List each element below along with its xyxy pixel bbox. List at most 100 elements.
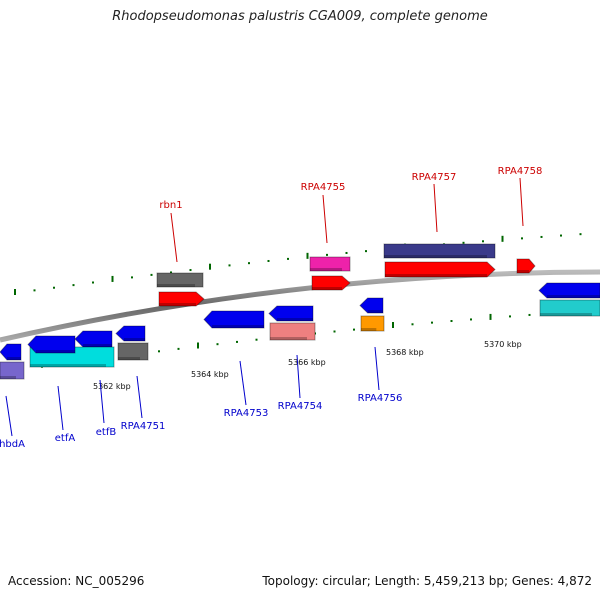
feature-box[interactable]	[360, 315, 385, 332]
feature-shadow	[277, 318, 313, 321]
track-dot-top	[53, 286, 55, 289]
track-dot-top	[365, 250, 367, 253]
genome-backbone	[0, 269, 600, 343]
gene-label-etfa[interactable]: etfA	[55, 433, 76, 444]
feature-shadow	[384, 255, 487, 258]
gene-label-rpa4755[interactable]: RPA4755	[301, 182, 346, 193]
feature-shadow	[385, 274, 487, 277]
feature-arrow-reverse[interactable]	[115, 325, 146, 342]
feature-shadow	[124, 338, 145, 341]
feature-box[interactable]	[269, 322, 316, 341]
track-dot-top	[209, 263, 211, 270]
feature-shadow	[367, 310, 383, 313]
dotted-track-top	[14, 233, 582, 295]
feature-shadow	[312, 287, 342, 290]
feature-arrow-reverse[interactable]	[359, 297, 384, 314]
feature-box[interactable]	[117, 342, 149, 361]
track-dot-top	[131, 276, 133, 279]
track-dot-bottom	[255, 338, 258, 341]
track-dot-top	[111, 275, 114, 282]
track-dot-bottom	[333, 330, 336, 333]
gene-label-rpa4754[interactable]: RPA4754	[278, 401, 323, 412]
feature-arrow-reverse[interactable]	[0, 343, 22, 361]
feature-box[interactable]	[383, 243, 496, 259]
track-dot-top	[248, 262, 250, 265]
feature-box[interactable]	[539, 299, 600, 317]
track-dot-bottom	[470, 318, 472, 321]
feature-shadow	[118, 357, 140, 360]
feature-box[interactable]	[156, 272, 204, 288]
gene-label-rbn1[interactable]: rbn1	[159, 200, 182, 211]
gene-features	[0, 243, 600, 380]
track-dot-bottom	[528, 313, 531, 316]
map-title: Rhodopseudomonas palustris CGA009, compl…	[112, 9, 488, 24]
gene-label-rpa4751[interactable]: RPA4751	[121, 421, 166, 432]
tick-label-5366: 5366 kbp	[288, 358, 326, 367]
gene-label-rpa4756[interactable]: RPA4756	[358, 393, 403, 404]
track-dot-bottom	[353, 328, 355, 331]
track-dot-top	[482, 240, 484, 243]
track-dot-top	[170, 271, 172, 274]
track-dot-top	[462, 241, 465, 244]
feature-shadow	[547, 295, 600, 298]
track-dot-bottom	[450, 320, 453, 323]
feature-shadow	[159, 303, 196, 306]
feature-shadow	[361, 328, 377, 331]
track-dot-top	[189, 269, 192, 272]
track-dot-bottom	[216, 343, 219, 346]
tick-label-5370: 5370 kbp	[484, 340, 522, 349]
track-dot-top	[306, 252, 309, 259]
track-dot-top	[33, 289, 36, 292]
feature-arrow-reverse[interactable]	[203, 310, 265, 329]
feature-arrow-forward[interactable]	[516, 258, 536, 274]
track-dot-top	[345, 251, 348, 254]
track-dot-bottom	[177, 347, 180, 350]
track-dot-bottom	[411, 323, 414, 326]
genome-summary-text: Topology: circular; Length: 5,459,213 bp…	[262, 574, 592, 588]
feature-shadow	[36, 350, 75, 353]
feature-shadow	[0, 376, 16, 379]
track-dot-top	[72, 284, 75, 287]
feature-arrow-forward[interactable]	[158, 291, 205, 307]
bottom-label-connectors	[5, 346, 380, 437]
feature-arrow-reverse[interactable]	[538, 282, 600, 299]
track-dot-top	[228, 264, 231, 267]
track-dot-bottom	[158, 350, 160, 353]
feature-shadow	[540, 313, 592, 316]
track-dot-top	[14, 289, 16, 295]
feature-shadow	[83, 344, 112, 347]
feature-arrow-forward[interactable]	[311, 275, 351, 291]
feature-shadow	[212, 325, 264, 328]
feature-box[interactable]	[309, 256, 351, 272]
tick-label-5368: 5368 kbp	[386, 348, 424, 357]
gene-label-hbda[interactable]: hbdA	[0, 439, 25, 450]
top-label-connectors	[170, 177, 524, 263]
track-dot-bottom	[431, 321, 433, 324]
track-dot-bottom	[489, 313, 492, 320]
gene-label-etfb[interactable]: etfB	[96, 427, 117, 438]
feature-arrow-forward[interactable]	[384, 261, 496, 278]
feature-shadow	[310, 268, 342, 271]
track-dot-top	[326, 253, 328, 256]
track-dot-top	[267, 259, 270, 262]
feature-arrow-reverse[interactable]	[268, 305, 314, 322]
track-dot-top	[579, 233, 582, 236]
feature-box[interactable]	[0, 361, 25, 380]
gene-label-rpa4758[interactable]: RPA4758	[498, 166, 543, 177]
feature-shadow	[270, 337, 307, 340]
feature-arrow-reverse[interactable]	[27, 335, 76, 354]
track-dot-bottom	[509, 315, 511, 318]
feature-shadow	[157, 284, 195, 287]
track-dot-top	[287, 257, 289, 260]
track-dot-top	[92, 281, 94, 284]
gene-label-rpa4757[interactable]: RPA4757	[412, 172, 457, 183]
tick-label-5362: 5362 kbp	[93, 382, 131, 391]
accession-text: Accession: NC_005296	[8, 574, 145, 588]
track-dot-bottom	[197, 342, 199, 349]
track-dot-top	[521, 237, 523, 240]
feature-shadow	[30, 364, 106, 367]
gene-label-rpa4753[interactable]: RPA4753	[224, 408, 269, 419]
feature-shadow	[517, 270, 529, 273]
